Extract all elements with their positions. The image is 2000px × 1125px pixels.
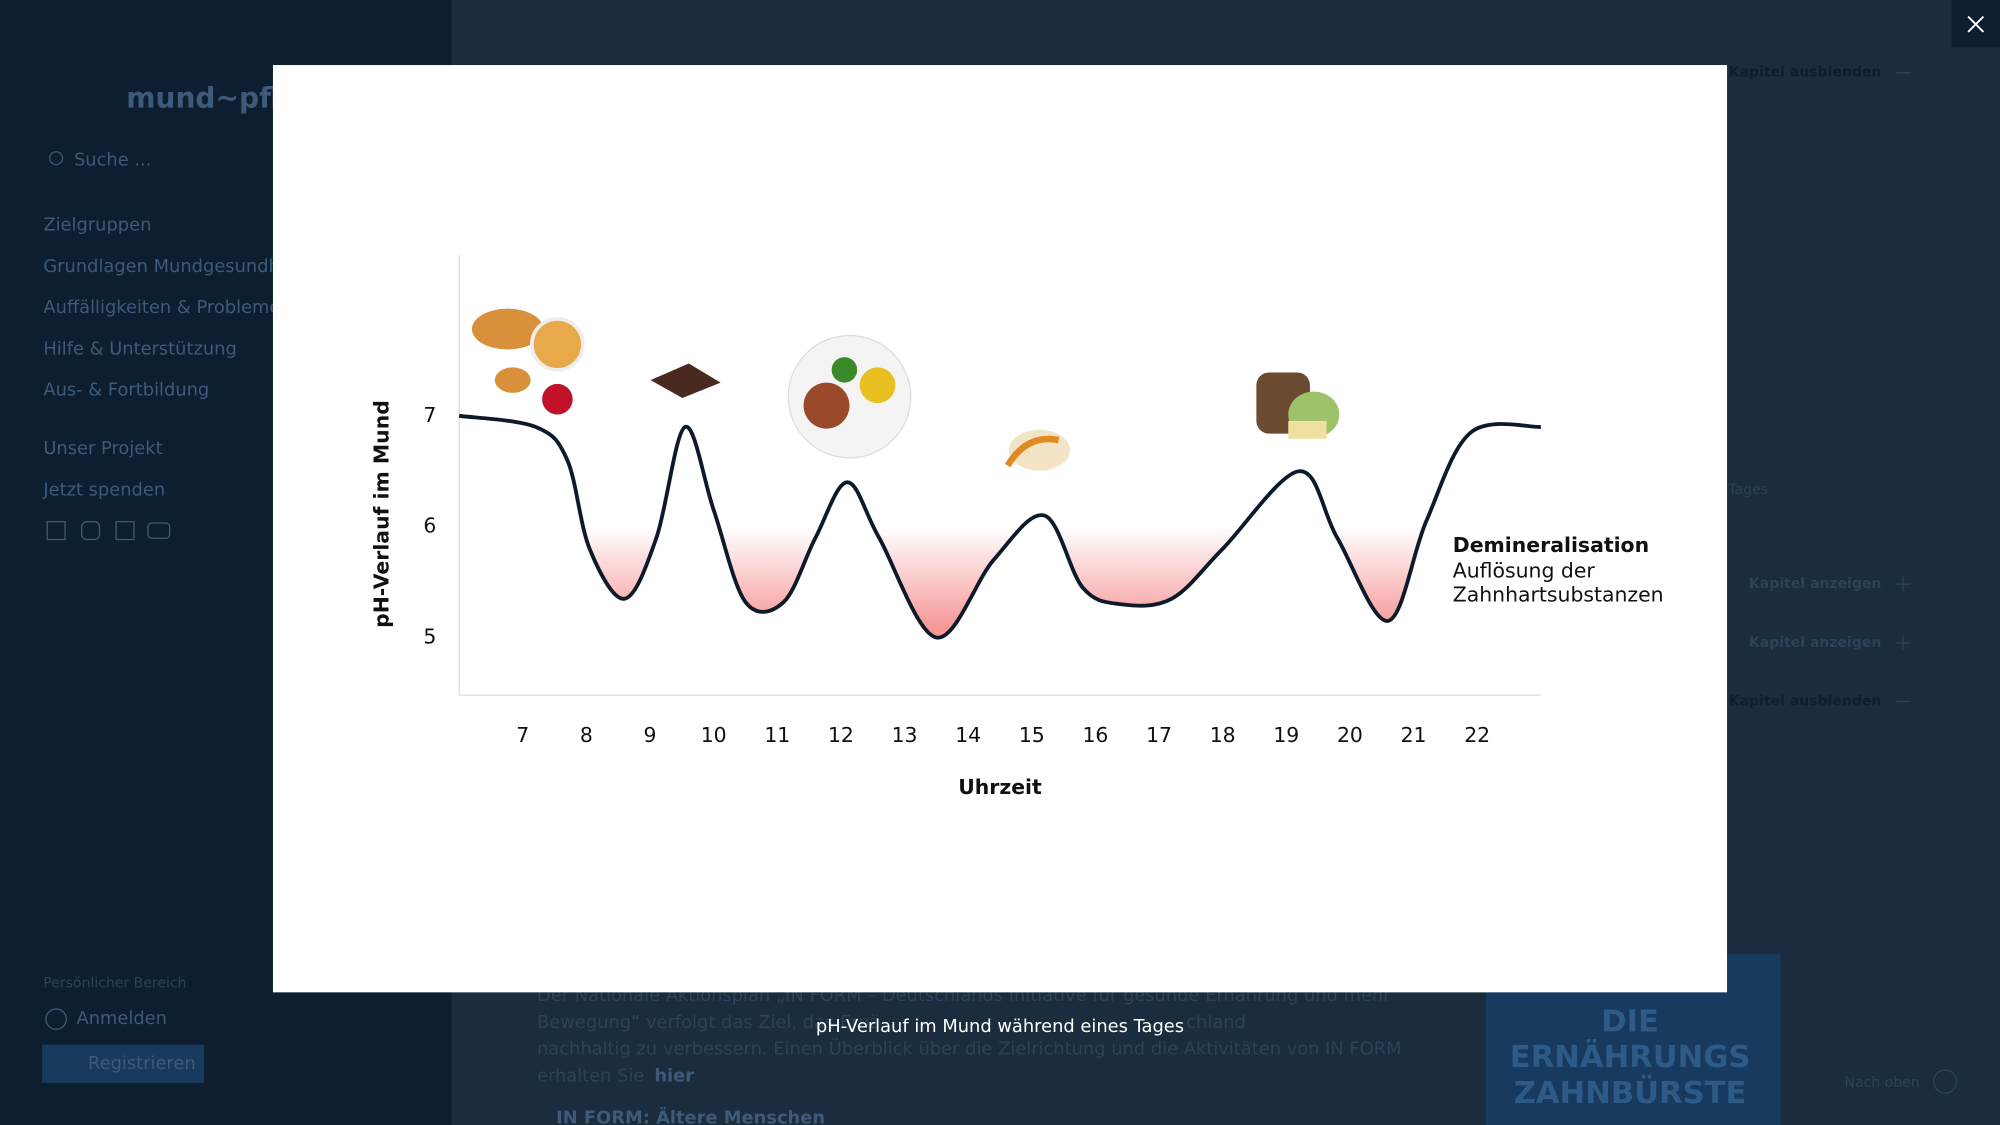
to-top-icon[interactable]: [1933, 1069, 1958, 1094]
partial-caption: Tages: [1727, 482, 1768, 498]
personal-title: Persönlicher Bereich: [43, 975, 186, 991]
nav-item[interactable]: Jetzt spenden: [42, 479, 165, 500]
close-icon: [1967, 15, 1985, 33]
chapter-toggle[interactable]: Kapitel anzeigen: [1749, 635, 1881, 651]
x-tick-label: 18: [1210, 723, 1236, 747]
lightbox-caption: pH-Verlauf im Mund während eines Tages: [816, 1016, 1184, 1037]
x-tick-label: 12: [828, 723, 854, 747]
x-tick-label: 20: [1337, 723, 1363, 747]
login[interactable]: Anmelden: [77, 1008, 167, 1029]
login-icon: [45, 1008, 67, 1030]
x-tick-label: 17: [1146, 723, 1172, 747]
x-axis-title: Uhrzeit: [958, 775, 1042, 799]
search[interactable]: Suche ...: [74, 150, 151, 171]
food-icons: [471, 308, 1340, 471]
annotation-line: Zahnhartsubstanzen: [1453, 583, 1664, 607]
chapter-toggle[interactable]: Kapitel ausblenden: [1729, 65, 1882, 81]
x-tick-label: 15: [1019, 723, 1045, 747]
chapter-icon[interactable]: [1895, 635, 1911, 651]
x-tick-label: 19: [1273, 723, 1299, 747]
banner-text: ZAHNBÜRSTE: [1514, 1074, 1747, 1111]
register[interactable]: Registrieren: [88, 1053, 196, 1074]
paragraph-line: nachhaltig zu verbessern. Einen Überblic…: [537, 1038, 1402, 1060]
x-tick-label: 11: [764, 723, 790, 747]
nav-item[interactable]: Zielgruppen: [43, 215, 151, 236]
x-tick-label: 7: [516, 723, 529, 747]
x-tick-label: 8: [580, 723, 593, 747]
nav-item[interactable]: Hilfe & Unterstützung: [43, 338, 236, 359]
chapter-toggle[interactable]: Kapitel anzeigen: [1749, 576, 1881, 592]
annotation-title: Demineralisation: [1453, 533, 1649, 557]
x-tick-label: 13: [892, 723, 918, 747]
paragraph-line: Bewegung“ verfolgt das Ziel, das Ernä: [537, 1012, 880, 1033]
paragraph-line: chland: [1186, 1012, 1246, 1033]
x-tick-label: 22: [1464, 723, 1490, 747]
paragraph-line: erhalten Sie: [537, 1066, 644, 1087]
annotation-line: Auflösung der: [1453, 558, 1596, 582]
ph-line: [458, 413, 1541, 640]
banner-text: ERNÄHRUNGS: [1510, 1039, 1751, 1075]
x-tick-label: 9: [644, 723, 657, 747]
x-tick-label: 21: [1401, 723, 1427, 747]
nav-item[interactable]: Unser Projekt: [43, 438, 162, 459]
link2[interactable]: IN FORM: Ältere Menschen: [556, 1107, 825, 1125]
logo: mund~pfl: [126, 81, 280, 114]
x-tick-label: 16: [1082, 723, 1108, 747]
x-tick-label: 14: [955, 723, 981, 747]
chapter-toggle[interactable]: Kapitel ausblenden: [1729, 694, 1882, 710]
link[interactable]: hier: [654, 1066, 694, 1087]
y-axis-title: pH-Verlauf im Mund: [370, 400, 394, 628]
chapter-icon[interactable]: [1895, 576, 1911, 592]
search-icon: [49, 151, 64, 166]
y-tick-label: 6: [423, 514, 436, 538]
to-top[interactable]: Nach oben: [1845, 1075, 1920, 1091]
y-tick-label: 5: [423, 625, 436, 649]
y-tick-label: 7: [423, 403, 436, 427]
x-tick-label: 10: [701, 723, 727, 747]
social-icons: [46, 521, 171, 541]
banner-text: DIE: [1601, 1004, 1659, 1039]
register-button[interactable]: [42, 1044, 205, 1083]
nav-item[interactable]: Aus- & Fortbildung: [43, 380, 209, 401]
nav-item[interactable]: Auffälligkeiten & Probleme: [43, 297, 280, 318]
nav-item[interactable]: Grundlagen Mundgesundheit: [43, 256, 302, 277]
